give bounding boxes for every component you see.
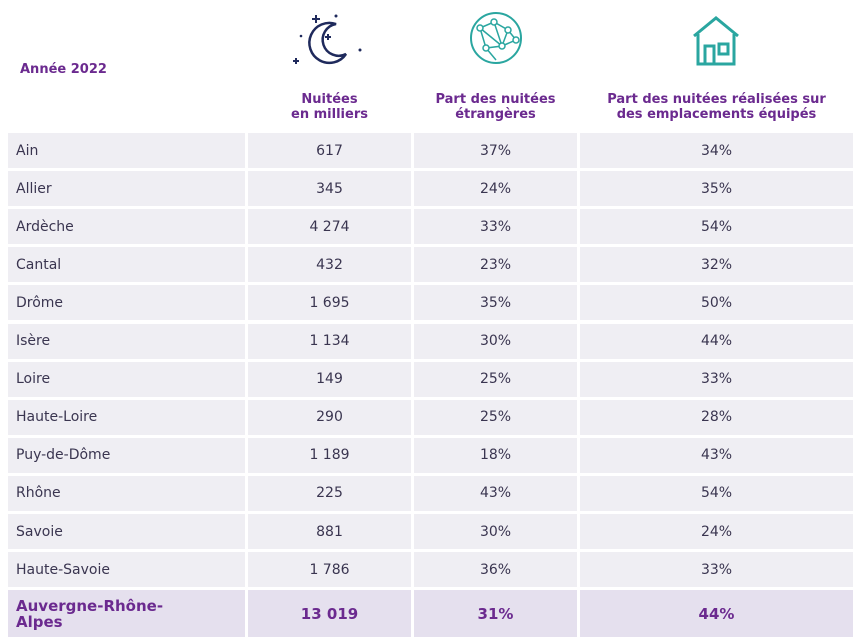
cell-value: 24% <box>414 171 577 207</box>
cell-value: 4 274 <box>248 209 411 245</box>
cell-value: 1 134 <box>248 323 411 359</box>
cell-value: 30% <box>414 323 577 359</box>
cell-value: 30% <box>414 514 577 550</box>
row-label: Haute-Loire <box>8 399 245 435</box>
header-line: Part des nuitées réalisées sur <box>607 92 826 107</box>
cell-value: 1 189 <box>248 437 411 473</box>
cell-value: 33% <box>580 361 853 397</box>
total-value: 44% <box>580 590 853 637</box>
cell-value: 43% <box>580 437 853 473</box>
cell-value: 18% <box>414 437 577 473</box>
row-label: Rhône <box>8 475 245 511</box>
cell-value: 25% <box>414 399 577 435</box>
cell-value: 23% <box>414 247 577 283</box>
cell-value: 432 <box>248 247 411 283</box>
cell-value: 54% <box>580 209 853 245</box>
house-icon <box>693 16 739 66</box>
cell-value: 25% <box>414 361 577 397</box>
cell-value: 33% <box>580 552 853 588</box>
cell-value: 43% <box>414 475 577 511</box>
cell-value: 36% <box>414 552 577 588</box>
moon-icon <box>293 14 362 65</box>
row-label: Puy-de-Dôme <box>8 437 245 473</box>
cell-value: 617 <box>248 133 411 169</box>
cell-value: 149 <box>248 361 411 397</box>
cell-value: 290 <box>248 399 411 435</box>
column-header: Part des nuitées étrangères <box>414 92 577 122</box>
header-line: en milliers <box>291 107 368 122</box>
cell-value: 35% <box>580 171 853 207</box>
globe-icon <box>470 12 522 64</box>
total-label-line: Auvergne-Rhône- <box>16 596 164 615</box>
row-label: Cantal <box>8 247 245 283</box>
row-label: Drôme <box>8 285 245 321</box>
cell-value: 54% <box>580 475 853 511</box>
total-value: 13 019 <box>248 590 411 637</box>
row-label: Allier <box>8 171 245 207</box>
row-label: Ain <box>8 133 245 169</box>
cell-value: 1 786 <box>248 552 411 588</box>
column-header: Part des nuitées réalisées sur des emplac… <box>580 92 853 122</box>
cell-value: 32% <box>580 247 853 283</box>
cell-value: 225 <box>248 475 411 511</box>
year-label: Année 2022 <box>20 62 107 77</box>
row-label: Ardèche <box>8 209 245 245</box>
total-value: 31% <box>414 590 577 637</box>
row-label: Isère <box>8 323 245 359</box>
cell-value: 44% <box>580 323 853 359</box>
cell-value: 34% <box>580 133 853 169</box>
cell-value: 28% <box>580 399 853 435</box>
row-label: Loire <box>8 361 245 397</box>
cell-value: 24% <box>580 514 853 550</box>
cell-value: 50% <box>580 285 853 321</box>
total-label-line: Alpes <box>16 612 63 631</box>
header-line: étrangères <box>455 107 536 122</box>
cell-value: 37% <box>414 133 577 169</box>
cell-value: 345 <box>248 171 411 207</box>
cell-value: 881 <box>248 514 411 550</box>
header-line: Part des nuitées <box>435 92 556 107</box>
row-label: Haute-Savoie <box>8 552 245 588</box>
row-label: Savoie <box>8 514 245 550</box>
header-line: Nuitées <box>301 92 358 107</box>
cell-value: 1 695 <box>248 285 411 321</box>
column-header: Nuitées en milliers <box>248 92 411 122</box>
cell-value: 33% <box>414 209 577 245</box>
header-line: des emplacements équipés <box>616 107 817 122</box>
total-label: Auvergne-Rhône- Alpes <box>8 590 245 637</box>
cell-value: 35% <box>414 285 577 321</box>
